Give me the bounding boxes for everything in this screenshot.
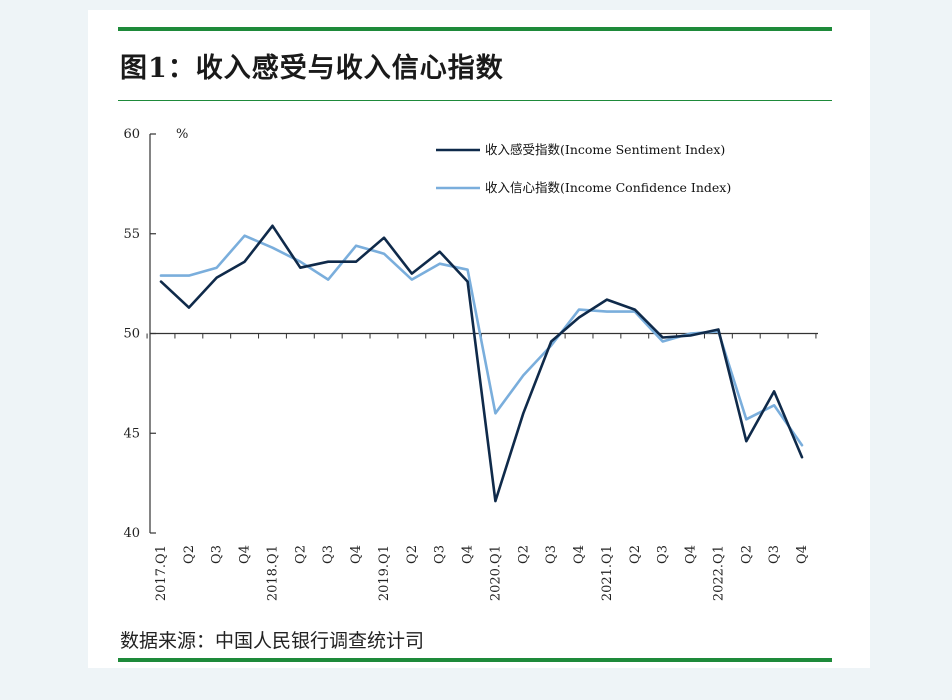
x-tick-label: Q3 [433,545,448,564]
y-tick-label: 45 [123,426,140,441]
y-unit-label: % [176,127,188,142]
x-tick-label: Q3 [544,545,559,564]
x-tick-label: Q3 [656,545,671,564]
x-tick-label: Q4 [795,545,810,564]
x-tick-label: 2018.Q1 [265,545,280,601]
x-tick-label: Q3 [210,545,225,564]
x-tick-label: Q2 [628,545,643,564]
y-tick-label: 60 [123,127,140,142]
x-tick-label: 2020.Q1 [488,545,503,601]
chart-legend: 收入感受指数(Income Sentiment Index) 收入信心指数(Inc… [436,142,731,195]
y-tick-label: 50 [123,327,140,342]
x-tick-label: Q4 [349,545,364,564]
x-tick-label: Q2 [405,545,420,564]
x-tick-label: Q4 [572,545,587,564]
x-tick-label: Q4 [461,545,476,564]
series-line-income-confidence [159,234,804,447]
legend-label: 收入感受指数(Income Sentiment Index) [485,142,725,157]
legend-label: 收入信心指数(Income Confidence Index) [485,180,731,195]
chart-card [88,10,870,668]
x-tick-label: Q2 [516,545,531,564]
x-tick-label: Q2 [293,545,308,564]
bottom-rule [118,658,832,662]
chart-axes: 40 45 50 55 60 % 2017.Q1 Q2 Q3 Q4 2018.Q1 Q2 Q3 Q4 201… [123,127,818,601]
data-source-note: 数据来源：中国人民银行调查统计司 [120,630,425,652]
chart-title: 图1：收入感受与收入信心指数 [120,53,504,84]
y-tick-label: 55 [123,227,140,242]
y-tick-label: 40 [123,526,140,541]
x-tick-label: 2017.Q1 [154,545,169,601]
x-tick-label: Q3 [767,545,782,564]
x-tick-label: Q2 [739,545,754,564]
x-tick-label: Q4 [238,545,253,564]
top-rule [118,27,832,31]
chart-lines [159,224,804,503]
x-tick-label: 2019.Q1 [377,545,392,601]
x-tick-label: Q4 [684,545,699,564]
x-tick-label: Q3 [321,545,336,564]
x-tick-label: 2022.Q1 [711,545,726,601]
x-tick-label: Q2 [182,545,197,564]
x-tick-label: 2021.Q1 [600,545,615,601]
title-rule [118,100,832,101]
series-line-income-sentiment [159,224,804,503]
